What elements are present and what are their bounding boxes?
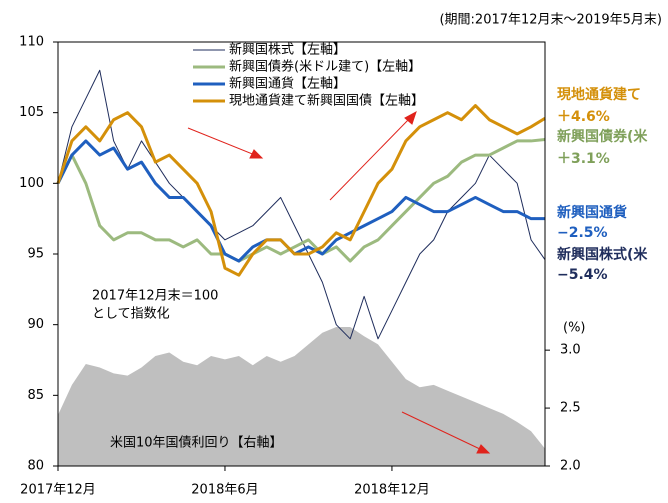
y-tick-label: 85 (27, 388, 44, 403)
x-tick-label: 2018年6月 (191, 483, 258, 498)
y-tick-label: 110 (19, 35, 44, 50)
y2-unit: (%) (563, 321, 586, 336)
legend-label: 新興国株式【左軸】 (229, 42, 346, 58)
line (56, 138, 546, 263)
note: として指数化 (92, 307, 170, 322)
y-tick-label: 100 (19, 176, 44, 191)
y-tick-label: 80 (27, 459, 44, 474)
y-tick-label: 105 (19, 105, 44, 120)
end-label: 現地通貨建て (557, 86, 641, 103)
yield-area (58, 326, 545, 466)
end-change: −2.5% (557, 225, 608, 241)
arrows (187, 110, 491, 454)
line (57, 69, 546, 340)
line (56, 139, 545, 263)
legend-label: 新興国通貨【左軸】 (229, 76, 346, 92)
y2-tick-label: 3.0 (560, 343, 581, 358)
y2-tick-label: 2.5 (560, 401, 581, 416)
line (56, 104, 546, 277)
legend-label: 現地通貨建て新興国国債【左軸】 (229, 93, 424, 109)
end-change: ＋3.1% (557, 151, 610, 167)
y2-tick-label: 2.0 (560, 459, 581, 474)
subtitle: (期間:2017年12月末～2019年5月末) (439, 13, 662, 28)
end-change: ＋4.6% (557, 109, 610, 125)
note: 2017年12月末＝100 (92, 289, 218, 304)
end-label: 新興国通貨 (557, 204, 627, 221)
x-tick-label: 2017年12月 (20, 483, 96, 498)
end-label: 新興国株式(米 (557, 246, 648, 263)
legend-label: 新興国債券(米ドル建て)【左軸】 (229, 59, 421, 75)
y-tick-label: 90 (27, 317, 44, 332)
y-tick-label: 95 (27, 247, 44, 262)
end-change: −5.4% (557, 267, 608, 283)
legend-label: 米国10年国債利回り【右軸】 (110, 436, 283, 451)
x-tick-label: 2018年12月 (354, 483, 430, 498)
end-label: 新興国債券(米 (557, 128, 648, 145)
